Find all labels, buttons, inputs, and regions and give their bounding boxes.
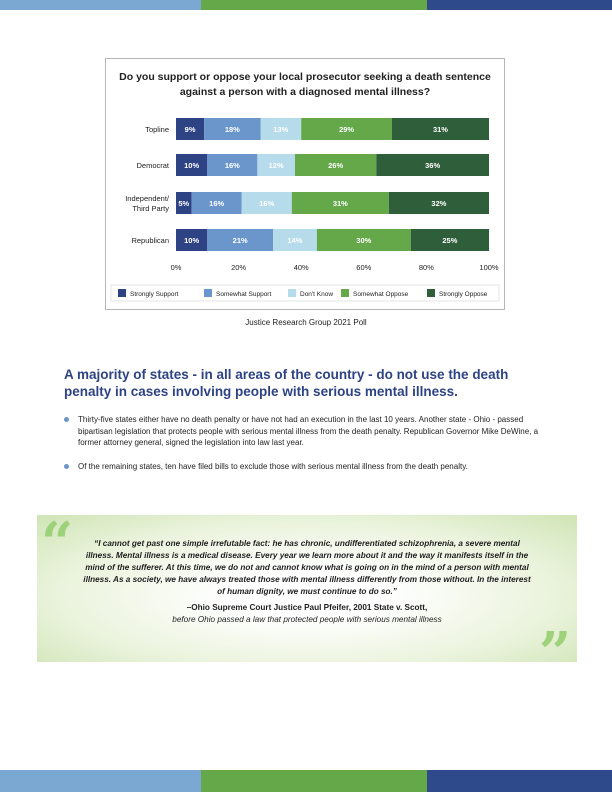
x-tick-label: 60%: [356, 263, 371, 272]
bullet-text: Of the remaining states, ten have filed …: [78, 461, 468, 471]
open-quote-icon: “: [41, 510, 74, 576]
legend-frame: [110, 284, 500, 302]
bar-segment: [204, 118, 261, 140]
category-label: Independent/: [125, 194, 170, 203]
bullet-list: Thirty-five states either have no death …: [64, 414, 554, 484]
x-tick-label: 0%: [171, 263, 182, 272]
legend-swatch: [204, 289, 212, 297]
attribution-context: before Ohio passed a law that protected …: [172, 615, 442, 624]
data-label: 5%: [178, 199, 189, 208]
data-label: 26%: [328, 161, 343, 170]
chart-source: Justice Research Group 2021 Poll: [245, 318, 367, 327]
legend-swatch: [118, 289, 126, 297]
attribution-name: –Ohio Supreme Court Justice Paul Pfeifer…: [186, 603, 428, 612]
bar-segment: [176, 154, 208, 176]
data-label: 16%: [209, 199, 224, 208]
category-label: Democrat: [136, 161, 169, 170]
bullet-text: Thirty-five states either have no death …: [78, 415, 539, 447]
bullet-item: Of the remaining states, ten have filed …: [64, 461, 554, 473]
data-label: 25%: [442, 236, 457, 245]
bar-segment: [291, 192, 389, 214]
bullet-dot-icon: [64, 417, 69, 422]
legend-label: Strongly Support: [130, 291, 179, 298]
category-label: Topline: [145, 125, 169, 134]
legend-swatch: [341, 289, 349, 297]
bar-segment: [388, 192, 489, 214]
bar-segment: [273, 229, 317, 251]
bullet-item: Thirty-five states either have no death …: [64, 414, 554, 449]
bar-segment: [176, 229, 208, 251]
bar-segment: [376, 154, 489, 176]
chart-title: Do you support or oppose your local pros…: [119, 71, 491, 83]
band-blue-segment: [0, 770, 201, 792]
stacked-bar-chart: Do you support or oppose your local pros…: [110, 71, 500, 302]
bar-segment: [257, 154, 295, 176]
data-label: 16%: [259, 199, 274, 208]
data-label: 13%: [273, 125, 288, 134]
data-label: 18%: [225, 125, 240, 134]
bar-segment: [207, 229, 274, 251]
bar-segment: [260, 118, 302, 140]
category-label: Third Party: [132, 204, 169, 213]
data-label: 21%: [233, 236, 248, 245]
band-navy-segment: [427, 770, 612, 792]
band-navy-segment: [427, 0, 612, 10]
bottom-color-band: [0, 770, 612, 792]
quote-text: “I cannot get past one simple irrefutabl…: [83, 539, 531, 596]
bar-segment: [191, 192, 242, 214]
legend-label: Somewhat Oppose: [353, 291, 409, 298]
legend-label: Strongly Oppose: [439, 291, 488, 298]
legend-label: Don't Know: [300, 291, 333, 298]
data-label: 32%: [431, 199, 446, 208]
legend-swatch: [427, 289, 435, 297]
data-label: 9%: [185, 125, 196, 134]
data-label: 10%: [184, 236, 199, 245]
x-tick-label: 100%: [479, 263, 499, 272]
bar-segment: [410, 229, 489, 251]
pull-quote: “ “I cannot get past one simple irrefuta…: [37, 510, 577, 681]
x-tick-label: 40%: [294, 263, 309, 272]
bar-segment: [316, 229, 411, 251]
bar-segment: [241, 192, 292, 214]
bar-segment: [176, 192, 192, 214]
data-label: 12%: [269, 161, 284, 170]
x-tick-label: 80%: [419, 263, 434, 272]
data-label: 10%: [184, 161, 199, 170]
poll-chart-panel: Do you support or oppose your local pros…: [105, 58, 505, 310]
data-label: 31%: [433, 125, 448, 134]
data-label: 36%: [425, 161, 440, 170]
legend-label: Somewhat Support: [216, 291, 271, 298]
bullet-dot-icon: [64, 463, 69, 469]
bar-segment: [294, 154, 377, 176]
data-label: 14%: [287, 236, 302, 245]
data-label: 30%: [356, 236, 371, 245]
band-green-segment: [201, 770, 427, 792]
data-label: 31%: [333, 199, 348, 208]
band-green-segment: [201, 0, 427, 10]
bar-segment: [391, 118, 489, 140]
quote-attribution: –Ohio Supreme Court Justice Paul Pfeifer…: [81, 602, 533, 626]
legend-swatch: [288, 289, 296, 297]
data-label: 29%: [339, 125, 354, 134]
band-blue-segment: [0, 0, 201, 10]
x-tick-label: 20%: [231, 263, 246, 272]
bar-segment: [207, 154, 258, 176]
bar-segment: [176, 118, 205, 140]
bar-segment: [301, 118, 392, 140]
chart-title: against a person with a diagnosed mental…: [180, 86, 430, 98]
category-label: Republican: [131, 236, 169, 245]
top-color-band: [0, 0, 612, 10]
data-label: 16%: [225, 161, 240, 170]
section-headline: A majority of states - in all areas of t…: [64, 367, 509, 399]
close-quote-icon: ”: [539, 620, 572, 686]
